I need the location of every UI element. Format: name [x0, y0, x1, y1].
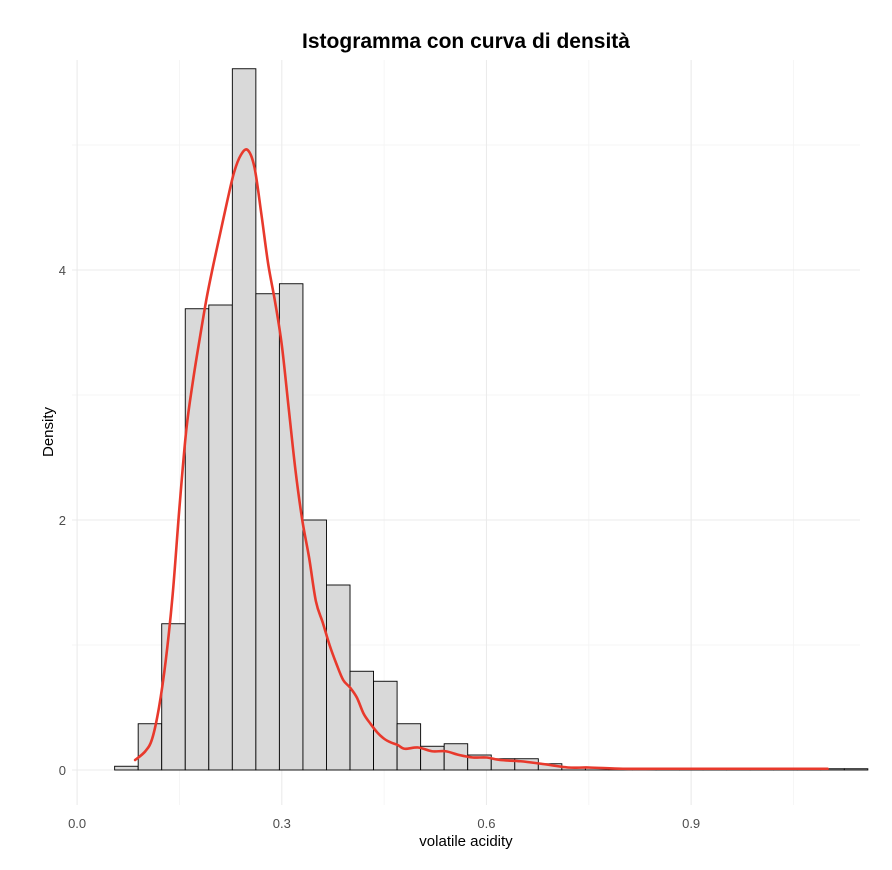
- histogram-bar: [231, 68, 257, 771]
- histogram-bar: [349, 670, 375, 771]
- plot-panel: [72, 60, 869, 805]
- histogram-bar: [326, 584, 351, 771]
- histogram-bar: [373, 680, 398, 771]
- x-tick-label: 0.6: [477, 816, 495, 831]
- histogram-bars: [114, 68, 869, 771]
- y-axis-tick-labels: 0 2 4: [59, 263, 66, 778]
- y-tick-label: 4: [59, 263, 66, 278]
- y-axis-label: Density: [40, 406, 57, 457]
- histogram-bar: [184, 308, 210, 771]
- x-axis-tick-labels: 0.0 0.3 0.6 0.9: [68, 816, 700, 831]
- y-tick-label: 2: [59, 513, 66, 528]
- histogram-bar: [114, 765, 139, 771]
- chart-title: Istogramma con curva di densità: [302, 30, 630, 53]
- histogram-bar: [302, 519, 327, 771]
- x-tick-label: 0.9: [682, 816, 700, 831]
- x-axis-label: volatile acidity: [419, 833, 513, 850]
- x-tick-label: 0.3: [273, 816, 291, 831]
- density-curve: [133, 148, 829, 771]
- y-tick-label: 0: [59, 763, 66, 778]
- histogram-bar: [255, 293, 280, 771]
- histogram-bar: [843, 768, 869, 771]
- histogram-bar: [161, 623, 186, 771]
- histogram-bar: [208, 304, 233, 771]
- x-tick-label: 0.0: [68, 816, 86, 831]
